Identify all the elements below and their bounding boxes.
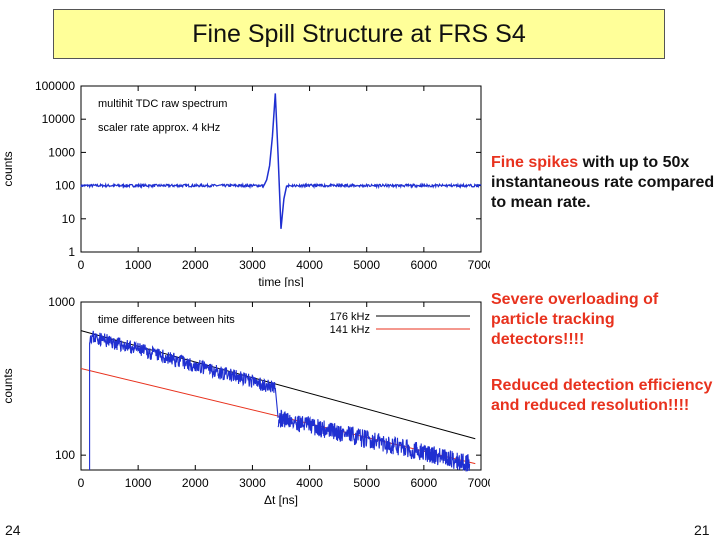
- x-tick-label: 5000: [353, 258, 380, 272]
- chart-annotation: multihit TDC raw spectrum: [98, 98, 227, 110]
- measured-histogram-before-step: [89, 330, 276, 470]
- x-tick-label: 0: [78, 476, 85, 490]
- y-axis-label: counts: [1, 368, 15, 403]
- x-tick-label: 7000: [468, 258, 490, 272]
- measured-histogram-step: [274, 387, 279, 418]
- spectrum-spike: [263, 93, 288, 229]
- y-tick-label: 10000: [42, 112, 76, 126]
- x-tick-label: 2000: [182, 476, 209, 490]
- time-difference-chart: 0 1000 2000 3000 4000 5000 6000 7000 100 1000 Δt […: [1, 295, 490, 507]
- x-tick-label: 4000: [296, 258, 323, 272]
- y-tick-label: 100000: [35, 79, 75, 93]
- x-tick-label: 4000: [296, 476, 323, 490]
- spectrum-baseline-right: [286, 182, 482, 190]
- y-tick-label: 1000: [48, 295, 75, 309]
- x-tick-label: 7000: [468, 476, 490, 490]
- note-fine-spikes-text: with up to 50x instantaneous rate compar…: [491, 154, 715, 211]
- measured-histogram-after-step: [277, 409, 471, 472]
- slide-number-right: 21: [694, 522, 710, 538]
- slide-number-left: 24: [5, 522, 21, 538]
- spectrum-baseline-left: [80, 182, 265, 190]
- note-efficiency: Reduced detection efficiency and reduced…: [491, 377, 713, 414]
- x-tick-label: 3000: [239, 476, 266, 490]
- x-tick-label: 1000: [125, 476, 152, 490]
- legend-label-141khz: 141 kHz: [330, 324, 370, 336]
- x-tick-label: 3000: [239, 258, 266, 272]
- x-tick-label: 6000: [411, 476, 438, 490]
- x-tick-label: 1000: [125, 258, 152, 272]
- plot-frame: [80, 301, 482, 471]
- x-tick-label: 0: [78, 258, 85, 272]
- y-tick-label: 1: [68, 245, 75, 259]
- chart-annotation: scaler rate approx. 4 kHz: [98, 122, 220, 134]
- plot-frame: [80, 85, 482, 253]
- x-tick-label: 2000: [182, 258, 209, 272]
- y-axis-label: counts: [1, 151, 15, 186]
- legend-label-176khz: 176 kHz: [330, 311, 370, 323]
- x-tick-label: 6000: [411, 258, 438, 272]
- y-tick-label: 100: [55, 179, 75, 193]
- slide-title: Fine Spill Structure at FRS S4: [53, 9, 665, 59]
- chart-annotation: time difference between hits: [98, 314, 235, 326]
- note-fine-spikes-highlight: Fine spikes: [491, 154, 579, 171]
- note-overloading: Severe overloading of particle tracking …: [491, 291, 659, 348]
- y-tick-label: 10: [62, 212, 76, 226]
- y-tick-label: 1000: [48, 145, 75, 159]
- y-tick-label: 100: [55, 448, 75, 462]
- x-tick-label: 5000: [353, 476, 380, 490]
- note-fine-spikes: Fine spikes with up to 50x instantaneous…: [491, 153, 717, 213]
- x-axis-label: time [ns]: [258, 275, 303, 287]
- x-axis-label: Δt [ns]: [264, 493, 298, 507]
- raw-spectrum-chart: 0 1000 2000 3000 4000 5000 6000 7000 1 10 100 1000 1…: [1, 79, 490, 287]
